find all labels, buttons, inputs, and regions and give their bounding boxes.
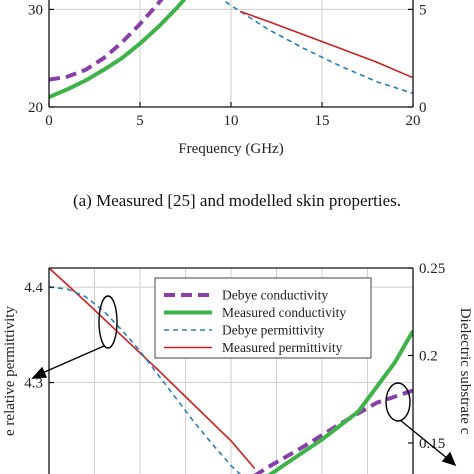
x-tick-label: 10 — [224, 113, 239, 129]
chart-b: 4.34.40.150.20.25 e relative permittivit… — [2, 261, 473, 474]
chart-b-series — [49, 268, 413, 474]
series-line-debye-conductivity — [49, 0, 164, 82]
right-group-arrowhead — [441, 451, 457, 467]
series-line-measured-permittivity — [239, 10, 413, 79]
chart-a-grid — [48, 0, 414, 107]
left-y-tick-label: 4.3 — [24, 376, 43, 392]
legend-label: Debye conductivity — [222, 288, 328, 303]
series-line-measured-permittivity — [49, 268, 256, 470]
chart-b-left-axis-label: e relative permittivity — [2, 306, 18, 436]
series-line-measured-conductivity — [267, 329, 413, 474]
series-line-debye-conductivity — [253, 388, 413, 474]
x-tick-label: 5 — [136, 113, 144, 129]
chart-b-ticks: 4.34.40.150.20.25 — [24, 261, 445, 452]
right-curve-group-ellipse — [385, 382, 411, 422]
x-tick-label: 15 — [315, 113, 330, 129]
x-tick-label: 0 — [45, 113, 53, 129]
left-group-arrowhead — [31, 366, 48, 379]
left-y-tick-label: 20 — [28, 100, 43, 116]
x-tick-label: 20 — [406, 113, 421, 129]
chart-a: 0 5 10 15 20 20 30 0 5 Frequency (GHz) — [28, 0, 427, 157]
right-y-tick-label: 0.2 — [419, 349, 438, 365]
chart-b-legend: Debye conductivity Measured conductivity D… — [154, 277, 372, 359]
chart-b-annotations — [31, 295, 457, 467]
chart-b-axes — [48, 267, 414, 474]
left-y-tick-label: 30 — [28, 2, 43, 18]
series-line-measured-conductivity — [49, 0, 187, 100]
right-y-tick-label: 0 — [419, 100, 427, 116]
legend-label: Debye permittivity — [222, 323, 325, 338]
right-group-arrow — [399, 419, 449, 460]
chart-a-ticks: 0 5 10 15 20 20 30 0 5 — [28, 2, 427, 129]
right-y-tick-label: 5 — [419, 2, 427, 18]
legend-box — [154, 277, 372, 359]
right-y-tick-label: 0.25 — [419, 261, 445, 277]
figure-caption-a: (a) Measured [25] and modelled skin prop… — [72, 191, 402, 210]
series-line-debye-permittivity — [49, 286, 242, 474]
legend-label: Measured permittivity — [222, 340, 343, 355]
left-y-tick-label: 4.4 — [24, 280, 43, 296]
chart-a-x-axis-label: Frequency (GHz) — [178, 141, 283, 157]
left-group-arrow — [39, 345, 105, 375]
left-curve-group-ellipse — [98, 295, 118, 349]
legend-label: Measured conductivity — [222, 305, 346, 320]
chart-a-series — [49, 0, 413, 100]
series-line-debye-permittivity — [221, 0, 413, 95]
chart-b-right-axis-label: Dielectric substrate c — [457, 308, 473, 435]
